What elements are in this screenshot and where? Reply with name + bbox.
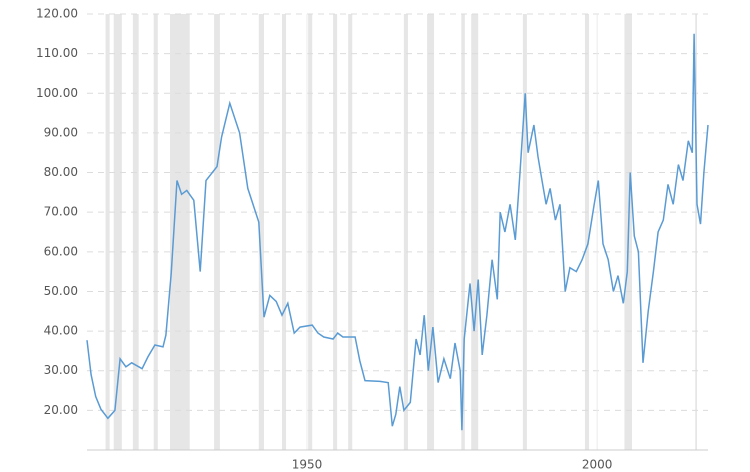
recession-band — [403, 14, 408, 450]
recession-band — [308, 14, 313, 450]
y-tick-label: 110.00 — [36, 46, 78, 60]
recession-band — [695, 14, 697, 450]
recession-band — [348, 14, 353, 450]
recession-band — [522, 14, 527, 450]
recession-band — [169, 14, 190, 450]
recession-band — [471, 14, 479, 450]
x-tick-label: 2000 — [582, 458, 613, 472]
y-tick-label: 40.00 — [44, 324, 78, 338]
y-tick-label: 100.00 — [36, 86, 78, 100]
y-tick-label: 90.00 — [44, 125, 78, 139]
recession-band — [584, 14, 590, 450]
recession-band — [461, 14, 465, 450]
y-tick-label: 50.00 — [44, 284, 78, 298]
recession-band — [258, 14, 265, 450]
recession-band — [427, 14, 435, 450]
y-tick-label: 120.00 — [36, 7, 78, 21]
recession-band — [282, 14, 287, 450]
y-tick-label: 70.00 — [44, 205, 78, 219]
recession-band — [132, 14, 139, 450]
y-tick-label: 60.00 — [44, 244, 78, 258]
recession-band — [113, 14, 122, 450]
y-tick-label: 30.00 — [44, 363, 78, 377]
recession-band — [153, 14, 158, 450]
recession-band — [105, 14, 110, 450]
x-tick-label: 1950 — [292, 458, 323, 472]
recession-band — [214, 14, 220, 450]
y-tick-label: 20.00 — [44, 403, 78, 417]
price-line — [86, 33, 709, 431]
recession-band — [333, 14, 338, 450]
y-tick-label: 80.00 — [44, 165, 78, 179]
